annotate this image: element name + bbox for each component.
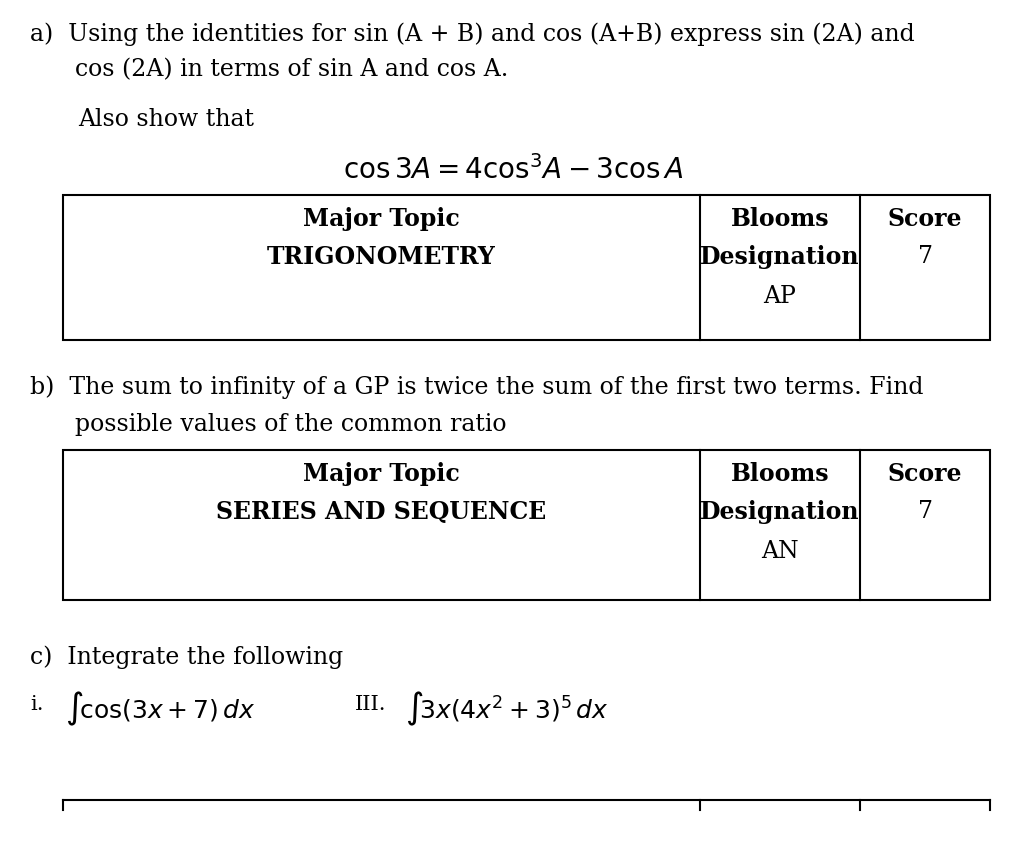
Bar	[63, 450, 990, 600]
Text: Blooms: Blooms	[730, 462, 830, 486]
Bar	[63, 195, 990, 340]
Text: $\int\!3x(4x^2+3)^5\,dx$: $\int\!3x(4x^2+3)^5\,dx$	[405, 690, 609, 728]
Text: b)  The sum to infinity of a GP is twice the sum of the first two terms. Find: b) The sum to infinity of a GP is twice …	[30, 375, 923, 398]
Text: cos (2A) in terms of sin A and cos A.: cos (2A) in terms of sin A and cos A.	[30, 58, 508, 81]
Text: Designation: Designation	[700, 500, 860, 524]
Text: SERIES AND SEQUENCE: SERIES AND SEQUENCE	[217, 500, 546, 524]
Text: $\int\!\cos(3x+7)\,dx$: $\int\!\cos(3x+7)\,dx$	[65, 690, 255, 728]
Text: $\cos 3A = 4\cos^3\!A - 3\cos A$: $\cos 3A = 4\cos^3\!A - 3\cos A$	[343, 155, 683, 185]
Text: AN: AN	[761, 540, 799, 563]
Text: 7: 7	[917, 500, 933, 523]
Text: possible values of the common ratio: possible values of the common ratio	[30, 413, 506, 436]
Text: Score: Score	[887, 462, 962, 486]
Text: III.: III.	[355, 695, 386, 714]
Text: AP: AP	[763, 285, 796, 308]
Text: i.: i.	[30, 695, 43, 714]
Text: c)  Integrate the following: c) Integrate the following	[30, 645, 343, 668]
Text: Major Topic: Major Topic	[303, 462, 460, 486]
Text: Major Topic: Major Topic	[303, 207, 460, 231]
Text: Blooms: Blooms	[730, 207, 830, 231]
Text: a)  Using the identities for sin (A + B) and cos (A+B) express sin (2A) and: a) Using the identities for sin (A + B) …	[30, 22, 915, 46]
Text: Designation: Designation	[700, 245, 860, 269]
Text: Also show that: Also show that	[78, 108, 254, 131]
Text: TRIGONOMETRY: TRIGONOMETRY	[267, 245, 496, 269]
Text: Score: Score	[887, 207, 962, 231]
Text: 7: 7	[917, 245, 933, 268]
